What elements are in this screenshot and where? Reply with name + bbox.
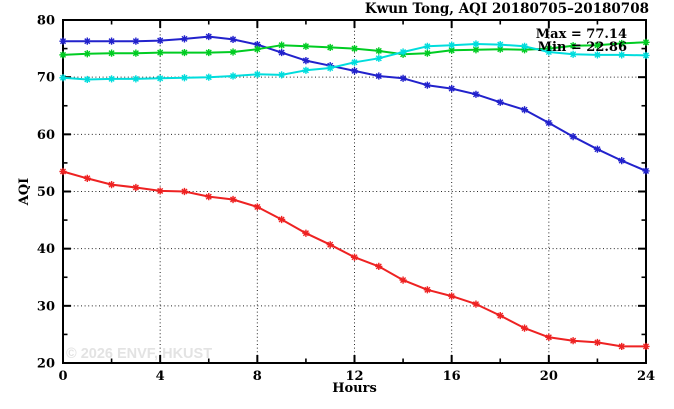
y-tick-labels: 20 30 40 50 60 70 80 [37, 14, 55, 372]
watermark-text: © 2026 ENVF, HKUST [66, 346, 212, 362]
series-red-markers [59, 167, 650, 351]
x-tick-label: 24 [637, 369, 655, 384]
y-tick-label: 30 [37, 299, 55, 314]
x-axis-label: Hours [332, 381, 377, 396]
chart-title: Kwun Tong, AQI 20180705–20180708 [365, 1, 649, 17]
x-tick-label: 4 [156, 369, 165, 384]
plot-frame [62, 19, 647, 364]
x-tick-label: 20 [540, 369, 558, 384]
y-tick-label: 40 [37, 242, 55, 257]
y-axis-label: AQI [17, 178, 32, 207]
y-tick-label: 70 [37, 71, 55, 86]
y-tick-label: 50 [37, 185, 55, 200]
x-tick-label: 16 [443, 369, 461, 384]
x-tick-label: 12 [345, 369, 363, 384]
x-tick-labels: 0 4 8 12 16 20 24 [58, 369, 655, 384]
x-tick-label: 0 [58, 369, 67, 384]
y-tick-label: 80 [37, 14, 55, 29]
series-red [59, 167, 650, 351]
annotation-min: Min = 22.86 [538, 40, 627, 55]
y-tick-label: 60 [37, 128, 55, 143]
series-cyan [59, 40, 650, 84]
annotation-max: Max = 77.14 [536, 27, 627, 42]
y-tick-label: 20 [37, 357, 55, 372]
series-cyan-markers [59, 40, 650, 84]
x-tick-label: 8 [253, 369, 262, 384]
